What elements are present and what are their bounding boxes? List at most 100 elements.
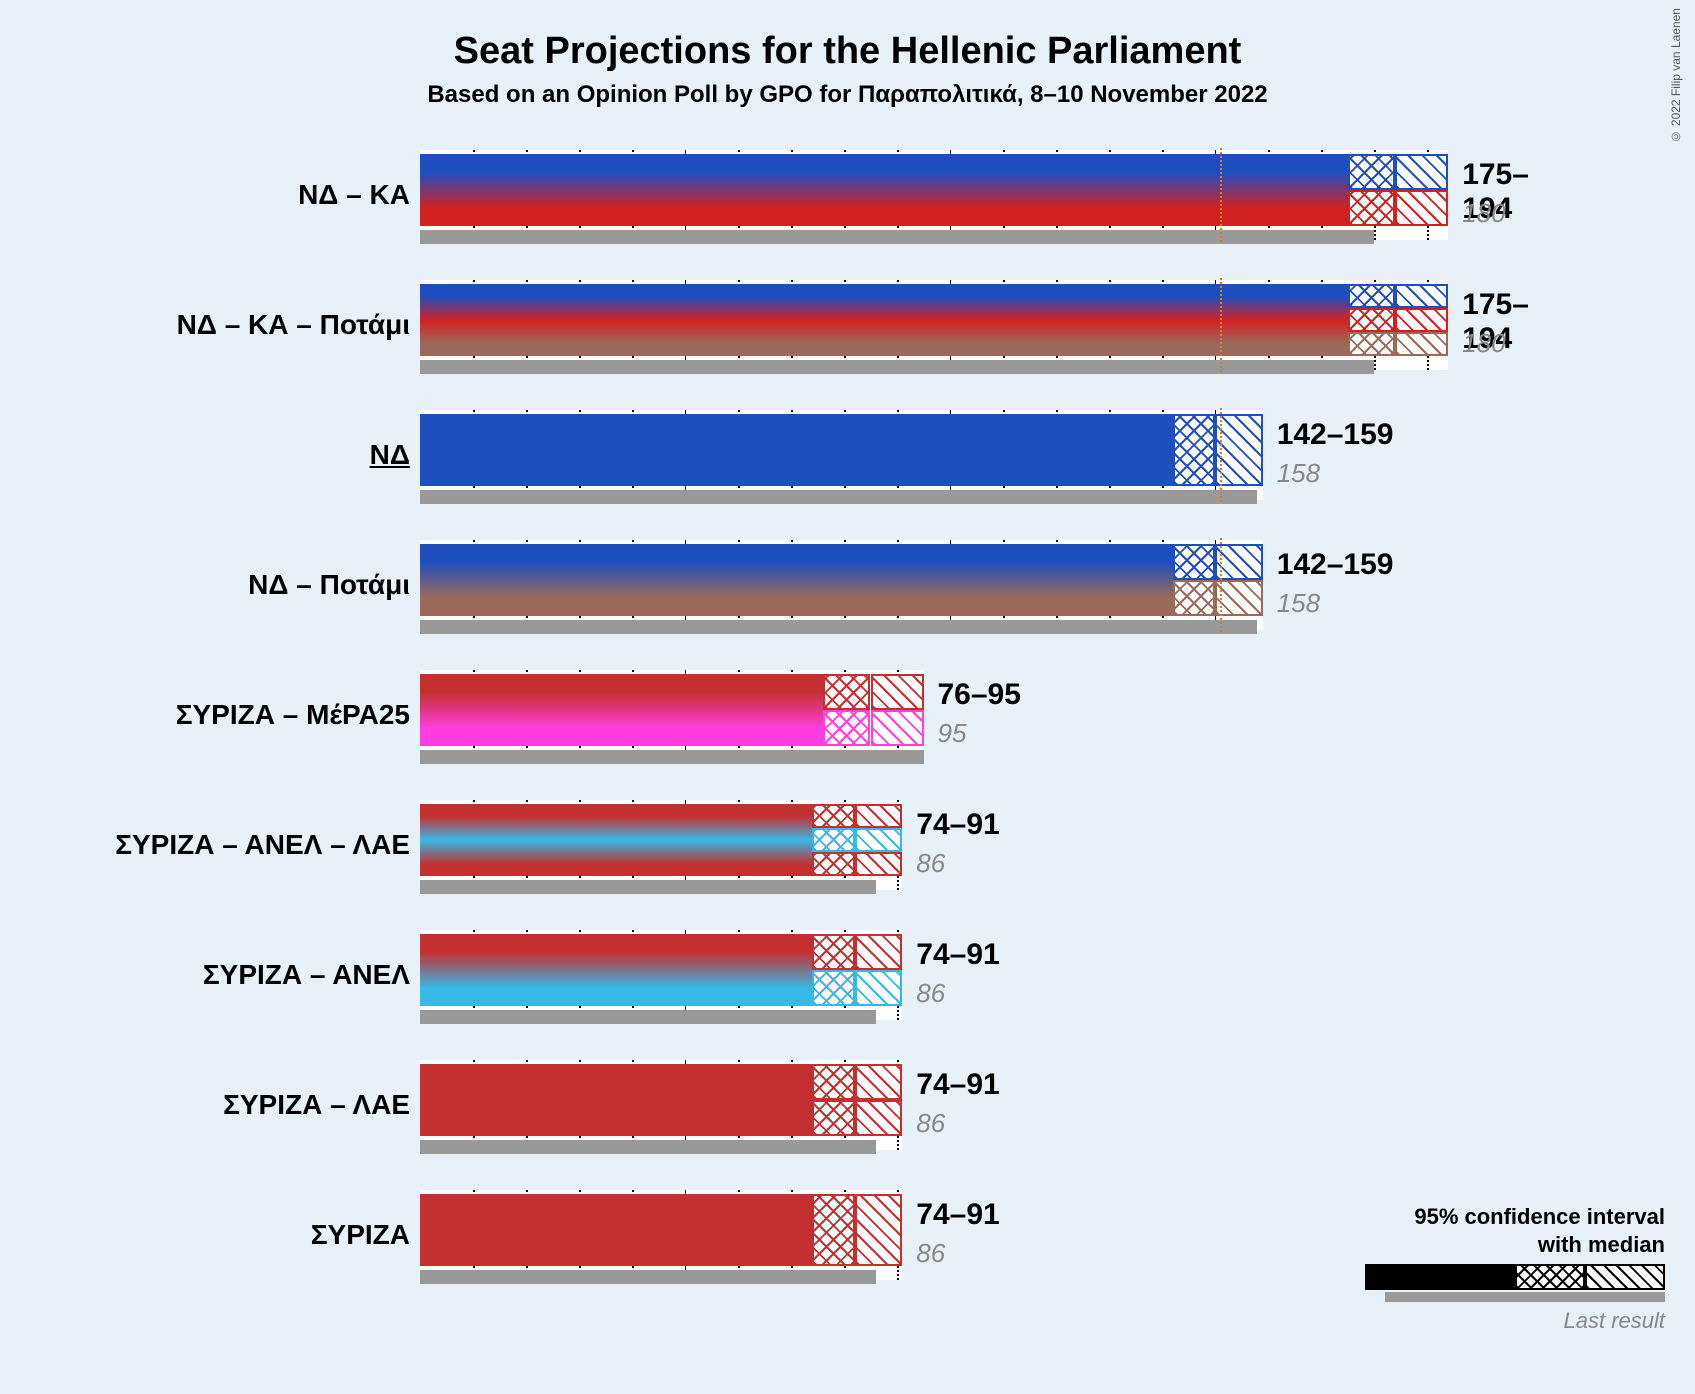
bar-ci-lower (812, 1194, 854, 1266)
row-label: ΣΥΡΙΖΑ (10, 1219, 410, 1251)
bar-ci-lower (1173, 544, 1215, 580)
value-last: 86 (916, 848, 945, 879)
bar-solid (420, 1194, 812, 1266)
legend-line2: with median (1538, 1232, 1665, 1257)
legend-cross-hatch (1515, 1264, 1585, 1290)
bar-ci-upper (871, 674, 924, 710)
value-last: 86 (916, 1108, 945, 1139)
last-result-bar (420, 880, 876, 894)
bar-ci-lower (812, 852, 854, 876)
bar-ci-upper (855, 1064, 903, 1100)
bar-ci-lower (812, 970, 854, 1006)
bar-solid (420, 544, 1173, 580)
bar-solid (420, 674, 823, 710)
bar-ci-upper (1395, 190, 1448, 226)
chart-row: ΣΥΡΙΖΑ – ΛΑΕ74–9186 (420, 1050, 1520, 1160)
bar-ci-upper (855, 1100, 903, 1136)
bar-solid (420, 1100, 812, 1136)
copyright-text: © 2022 Filip van Laenen (1669, 8, 1683, 143)
last-result-bar (420, 620, 1257, 634)
bar-ci-lower (812, 828, 854, 852)
bar-ci-upper (855, 970, 903, 1006)
value-range: 142–159 (1277, 548, 1394, 582)
bar-solid (420, 970, 812, 1006)
last-result-bar (420, 360, 1374, 374)
legend-last-bar (1385, 1292, 1665, 1302)
bar-solid (420, 852, 812, 876)
bar-ci-lower (1348, 308, 1396, 332)
bar-ci-upper (855, 804, 903, 828)
bar-solid (420, 804, 812, 828)
majority-line (1220, 278, 1222, 372)
last-result-bar (420, 1140, 876, 1154)
value-range: 74–91 (916, 1068, 999, 1102)
value-last: 180 (1462, 198, 1505, 229)
chart-subtitle: Based on an Opinion Poll by GPO for Παρα… (0, 73, 1695, 109)
last-result-bar (420, 750, 924, 764)
value-last: 158 (1277, 458, 1320, 489)
bar-solid (420, 190, 1348, 226)
chart-row: ΝΔ – ΚΑ – Ποτάμι175–194180 (420, 270, 1520, 380)
legend-line1: 95% confidence interval (1414, 1204, 1665, 1229)
chart-row: ΣΥΡΙΖΑ – ΑΝΕΛ74–9186 (420, 920, 1520, 1030)
value-last: 86 (916, 978, 945, 1009)
row-label: ΣΥΡΙΖΑ – ΑΝΕΛ (10, 959, 410, 991)
bar-ci-lower (1173, 414, 1215, 486)
bar-solid (420, 284, 1348, 308)
bar-ci-lower (823, 710, 871, 746)
legend-solid (1365, 1264, 1515, 1290)
bar-ci-upper (1395, 154, 1448, 190)
last-result-bar (420, 230, 1374, 244)
bar-ci-lower (1173, 580, 1215, 616)
bar-solid (420, 828, 812, 852)
bar-ci-lower (812, 934, 854, 970)
bar-solid (420, 710, 823, 746)
bar-ci-upper (1395, 284, 1448, 308)
row-label: ΣΥΡΙΖΑ – ΑΝΕΛ – ΛΑΕ (10, 829, 410, 861)
row-label: ΝΔ – Ποτάμι (10, 569, 410, 601)
value-last: 95 (938, 718, 967, 749)
bar-ci-lower (823, 674, 871, 710)
row-label: ΝΔ (10, 439, 410, 471)
bar-ci-upper (855, 852, 903, 876)
value-last: 86 (916, 1238, 945, 1269)
bar-ci-upper (855, 828, 903, 852)
last-result-bar (420, 1010, 876, 1024)
chart-row: ΣΥΡΙΖΑ – ΑΝΕΛ – ΛΑΕ74–9186 (420, 790, 1520, 900)
row-label: ΝΔ – ΚΑ – Ποτάμι (10, 309, 410, 341)
value-range: 76–95 (938, 678, 1021, 712)
chart-row: ΝΔ – Ποτάμι142–159158 (420, 530, 1520, 640)
majority-line (1220, 408, 1222, 502)
chart-row: ΣΥΡΙΖΑ – ΜέΡΑ2576–9595 (420, 660, 1520, 770)
bar-solid (420, 1064, 812, 1100)
bar-solid (420, 154, 1348, 190)
legend-title: 95% confidence interval with median (1345, 1203, 1665, 1258)
value-range: 74–91 (916, 808, 999, 842)
chart-title: Seat Projections for the Hellenic Parlia… (0, 0, 1695, 73)
value-range: 142–159 (1277, 418, 1394, 452)
bar-ci-upper (1395, 308, 1448, 332)
bar-ci-lower (1348, 154, 1396, 190)
bar-solid (420, 934, 812, 970)
legend-bar (1365, 1264, 1665, 1304)
bar-ci-lower (812, 1064, 854, 1100)
bar-ci-lower (1348, 332, 1396, 356)
majority-line (1220, 538, 1222, 632)
value-range: 74–91 (916, 938, 999, 972)
row-label: ΣΥΡΙΖΑ – ΛΑΕ (10, 1089, 410, 1121)
bar-ci-upper (1395, 332, 1448, 356)
last-result-bar (420, 1270, 876, 1284)
legend-diag-hatch (1585, 1264, 1665, 1290)
bar-ci-lower (1348, 190, 1396, 226)
row-label: ΝΔ – ΚΑ (10, 179, 410, 211)
row-label: ΣΥΡΙΖΑ – ΜέΡΑ25 (10, 699, 410, 731)
bar-solid (420, 332, 1348, 356)
chart-row: ΝΔ – ΚΑ175–194180 (420, 140, 1520, 250)
bar-ci-upper (871, 710, 924, 746)
legend: 95% confidence interval with median Last… (1345, 1203, 1665, 1334)
bar-ci-lower (1348, 284, 1396, 308)
value-range: 74–91 (916, 1198, 999, 1232)
chart-area: ΝΔ – ΚΑ175–194180 ΝΔ – ΚΑ – Ποτάμι175–194… (420, 140, 1520, 1340)
bar-ci-upper (855, 1194, 903, 1266)
legend-last-label: Last result (1345, 1308, 1665, 1334)
